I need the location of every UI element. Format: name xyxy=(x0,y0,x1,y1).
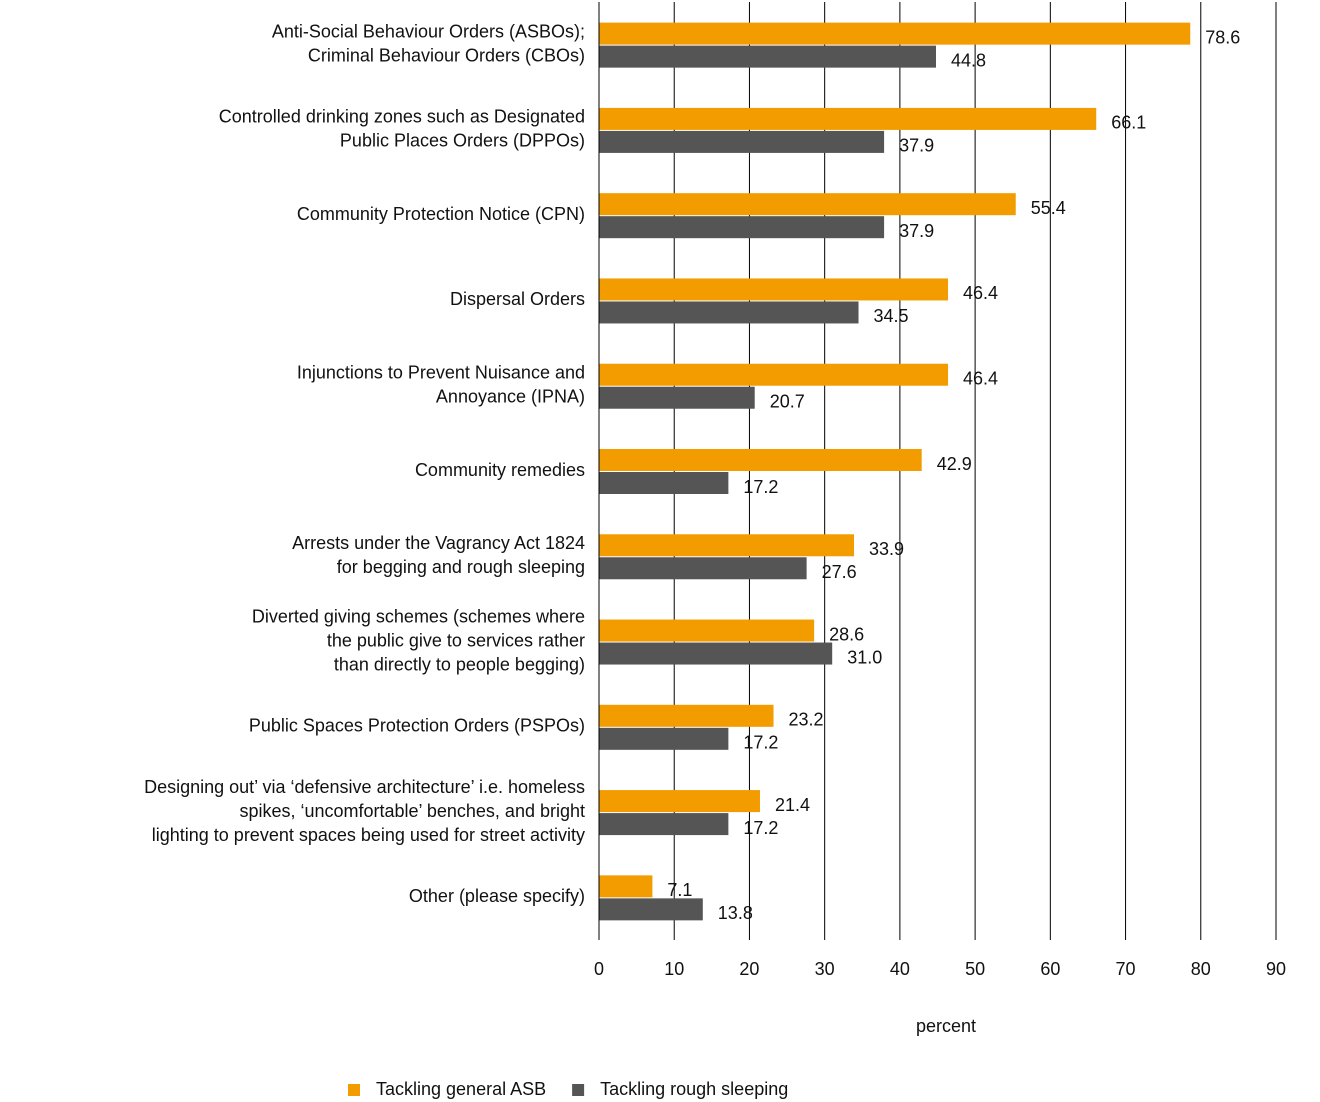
category-label: Community remedies xyxy=(415,460,585,480)
value-label: 13.8 xyxy=(718,903,753,923)
category-label: Controlled drinking zones such as Design… xyxy=(219,107,585,127)
bar xyxy=(599,813,729,836)
bar xyxy=(599,704,774,727)
bar xyxy=(599,130,885,153)
category-label: Diverted giving schemes (schemes where xyxy=(252,606,585,626)
bar xyxy=(599,642,833,665)
legend-label: Tackling rough sleeping xyxy=(600,1079,788,1099)
category-label: Arrests under the Vagrancy Act 1824 xyxy=(292,533,585,553)
bar xyxy=(599,193,1016,216)
value-label: 23.2 xyxy=(789,710,824,730)
legend-swatch xyxy=(348,1084,360,1096)
value-label: 17.2 xyxy=(743,477,778,497)
category-label: Anti-Social Behaviour Orders (ASBOs); xyxy=(272,21,585,41)
bar xyxy=(599,301,859,324)
category-label: Criminal Behaviour Orders (CBOs) xyxy=(308,45,585,65)
legend-swatch xyxy=(572,1084,585,1096)
legend-label: Tackling general ASB xyxy=(376,1079,546,1099)
category-label: Public Spaces Protection Orders (PSPOs) xyxy=(249,716,585,736)
bar xyxy=(599,898,703,921)
x-tick-label: 30 xyxy=(815,959,835,979)
x-tick-label: 70 xyxy=(1116,959,1136,979)
bar xyxy=(599,534,855,557)
bar xyxy=(599,557,807,580)
bar xyxy=(599,619,815,642)
bar xyxy=(599,216,885,239)
bar xyxy=(599,727,729,750)
category-label: Dispersal Orders xyxy=(450,289,585,309)
category-label: Annoyance (IPNA) xyxy=(436,386,585,406)
x-tick-label: 50 xyxy=(965,959,985,979)
bar xyxy=(599,875,653,898)
value-label: 28.6 xyxy=(829,624,864,644)
category-label: Public Places Orders (DPPOs) xyxy=(340,131,585,151)
x-tick-label: 0 xyxy=(594,959,604,979)
value-label: 31.0 xyxy=(847,647,882,667)
category-label: for begging and rough sleeping xyxy=(337,557,585,577)
value-label: 27.6 xyxy=(822,562,857,582)
x-tick-label: 60 xyxy=(1040,959,1060,979)
value-label: 34.5 xyxy=(874,306,909,326)
value-label: 55.4 xyxy=(1031,198,1066,218)
category-label: lighting to prevent spaces being used fo… xyxy=(152,825,585,845)
category-label: than directly to people begging) xyxy=(334,654,585,674)
x-tick-label: 10 xyxy=(664,959,684,979)
value-label: 46.4 xyxy=(963,283,998,303)
bar xyxy=(599,386,755,409)
category-label: Community Protection Notice (CPN) xyxy=(297,204,585,224)
x-axis-label: percent xyxy=(916,1016,976,1036)
bar xyxy=(599,449,922,471)
x-tick-label: 40 xyxy=(890,959,910,979)
category-label: spikes, ‘uncomfortable’ benches, and bri… xyxy=(239,801,585,821)
value-label: 33.9 xyxy=(869,539,904,559)
value-label: 20.7 xyxy=(770,391,805,411)
bar xyxy=(599,45,936,68)
value-label: 46.4 xyxy=(963,368,998,388)
value-label: 66.1 xyxy=(1111,113,1146,133)
category-label: Other (please specify) xyxy=(409,886,585,906)
bar xyxy=(599,790,760,813)
value-label: 78.6 xyxy=(1205,27,1240,47)
category-label: Injunctions to Prevent Nuisance and xyxy=(297,362,585,382)
bar xyxy=(599,107,1097,130)
category-label: the public give to services rather xyxy=(327,630,585,650)
category-label: Designing out’ via ‘defensive architectu… xyxy=(144,777,585,797)
x-tick-label: 80 xyxy=(1191,959,1211,979)
bar xyxy=(599,472,729,494)
value-label: 17.2 xyxy=(743,818,778,838)
bar xyxy=(599,278,949,301)
value-label: 44.8 xyxy=(951,50,986,70)
value-label: 37.9 xyxy=(899,221,934,241)
x-tick-label: 20 xyxy=(739,959,759,979)
value-label: 42.9 xyxy=(937,454,972,474)
value-label: 17.2 xyxy=(743,733,778,753)
bar xyxy=(599,22,1191,45)
value-label: 21.4 xyxy=(775,795,810,815)
value-label: 37.9 xyxy=(899,136,934,156)
bar xyxy=(599,363,949,386)
x-tick-label: 90 xyxy=(1266,959,1286,979)
value-label: 7.1 xyxy=(667,880,692,900)
